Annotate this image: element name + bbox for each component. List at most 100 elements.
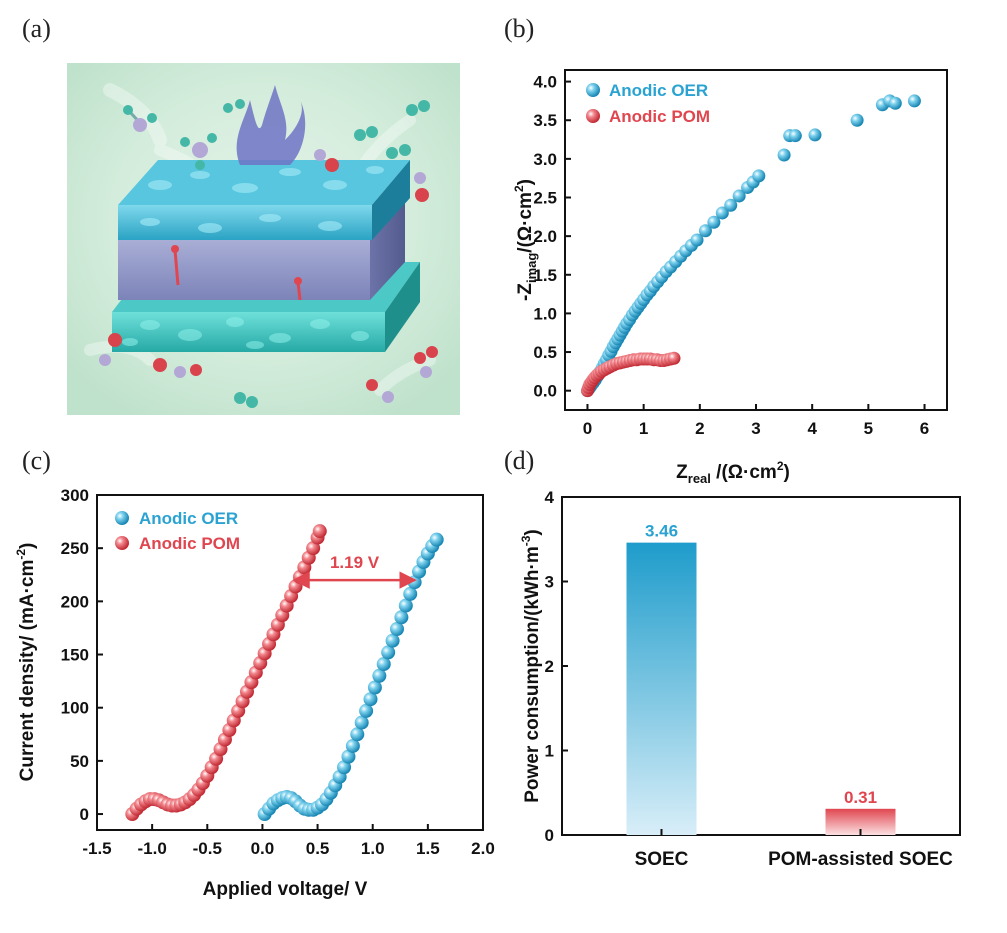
data-point-anodic-oer xyxy=(850,113,864,127)
data-point-anodic-oer xyxy=(715,206,729,220)
molecule xyxy=(180,133,217,170)
data-point-anodic-oer xyxy=(788,129,802,143)
chart-c-ticks: 0 50 100 150 200 250 300 -1.5 -1.0 -0.5 0.0 0.5 1.0 1… xyxy=(61,486,495,858)
data-point-anodic-oer xyxy=(732,189,746,203)
molecule xyxy=(354,126,378,141)
data-point-anodic-oer xyxy=(394,610,409,625)
data-point-anodic-oer xyxy=(907,94,921,108)
y-tick-label: 250 xyxy=(61,539,89,558)
molecule xyxy=(366,379,394,403)
legend-label-pom: Anodic POM xyxy=(609,107,710,126)
x-tick-label: 3 xyxy=(751,419,760,438)
data-point-anodic-pom xyxy=(667,351,681,365)
x-tick-label: 2 xyxy=(695,419,704,438)
x-tick-label: 1.5 xyxy=(416,839,440,858)
molecule xyxy=(153,358,202,378)
chart-b-ylabel: -Zimag/(Ω·cm2) xyxy=(512,179,539,301)
molecule xyxy=(414,172,429,202)
y-tick-label: 300 xyxy=(61,486,89,505)
y-tick-label: 3.5 xyxy=(533,111,557,130)
x-tick-label: -1.0 xyxy=(137,839,166,858)
data-point-anodic-oer xyxy=(690,233,704,247)
data-point-anodic-oer xyxy=(363,692,378,707)
x-tick-label: 0 xyxy=(583,419,592,438)
data-point-anodic-oer xyxy=(724,198,738,212)
molecule xyxy=(406,100,430,116)
bottom-layer-texture xyxy=(122,317,369,349)
chart-b-xlabel: Zreal /(Ω·cm2) xyxy=(676,459,790,486)
data-point-anodic-oer xyxy=(808,128,822,142)
data-point-anodic-oer xyxy=(752,169,766,183)
chart-c-ylabel: Current density/ (mA·cm-2) xyxy=(14,543,38,782)
y-tick-label: 3 xyxy=(545,573,554,592)
data-point-anodic-oer xyxy=(359,703,374,718)
x-tick-label: 2.0 xyxy=(471,839,495,858)
data-point-anodic-oer xyxy=(707,215,721,229)
chart-b-points xyxy=(580,94,921,398)
x-tick-label: 0.5 xyxy=(306,839,330,858)
data-point-anodic-oer xyxy=(403,586,418,601)
category-label: SOEC xyxy=(635,849,689,870)
y-tick-label: 2.5 xyxy=(533,189,557,208)
panel-a-label: (a) xyxy=(22,14,51,43)
data-point-anodic-pom xyxy=(312,524,327,539)
chart-d-ylabel: Power consumption/(kWh·m-3) xyxy=(519,529,543,803)
legend-label-pom: Anodic POM xyxy=(139,534,240,553)
x-tick-label: 6 xyxy=(920,419,929,438)
y-tick-label: 150 xyxy=(61,646,89,665)
top-layer-texture xyxy=(140,166,384,233)
molecule xyxy=(414,346,438,378)
legend-marker-pom xyxy=(115,536,129,550)
y-tick-label: 0.0 xyxy=(533,382,557,401)
molecules xyxy=(99,99,438,408)
molecule xyxy=(386,144,411,159)
legend-label-oer: Anodic OER xyxy=(139,509,238,528)
y-tick-label: 1.5 xyxy=(533,266,557,285)
data-point-anodic-oer xyxy=(354,715,369,730)
y-tick-label: 3.0 xyxy=(533,150,557,169)
panel-d-label: (d) xyxy=(504,446,535,475)
category-label: POM-assisted SOEC xyxy=(768,849,953,870)
y-tick-label: 2 xyxy=(545,657,554,676)
chart-c: 0 50 100 150 200 250 300 -1.5 -1.0 -0.5 0.0 0.5 1.0 1… xyxy=(14,486,495,900)
data-point-anodic-oer xyxy=(376,657,391,672)
data-point-anodic-oer xyxy=(389,622,404,636)
chart-b-ticks: 0.0 0.5 1.0 1.5 2.0 2.5 3.0 3.5 4.0 0 1 2 3 4 5 6 xyxy=(533,73,929,438)
y-tick-label: 1.0 xyxy=(533,304,557,323)
data-point-anodic-oer xyxy=(381,645,396,660)
y-tick-label: 4.0 xyxy=(533,73,557,92)
data-point-anodic-oer xyxy=(367,680,382,695)
data-point-anodic-oer xyxy=(345,738,360,753)
panel-a-illustration xyxy=(67,63,460,415)
data-point-anodic-oer xyxy=(429,532,444,547)
data-point-anodic-oer xyxy=(337,760,352,775)
molecule xyxy=(314,149,339,172)
voltage-gap-label: 1.19 V xyxy=(330,553,380,572)
bar-soec xyxy=(626,542,697,835)
molecule xyxy=(223,99,245,113)
y-tick-label: 2.0 xyxy=(533,227,557,246)
data-point-anodic-oer xyxy=(698,224,712,238)
chart-d-bars: 3.46 SOEC 0.31 POM-assisted SOEC xyxy=(626,522,953,870)
y-tick-label: 1 xyxy=(545,742,554,761)
bar-value-label: 0.31 xyxy=(844,788,877,807)
x-tick-label: -1.5 xyxy=(82,839,111,858)
legend-label-oer: Anodic OER xyxy=(609,81,708,100)
data-point-anodic-oer xyxy=(385,633,400,648)
catalyst-plume xyxy=(236,85,306,165)
x-tick-label: 1.0 xyxy=(361,839,385,858)
chart-b-legend: Anodic OER Anodic POM xyxy=(586,81,710,126)
chart-c-points xyxy=(125,524,444,822)
legend-marker-pom xyxy=(586,109,600,123)
panel-c-label: (c) xyxy=(22,446,51,475)
data-point-anodic-oer xyxy=(398,598,413,613)
data-point-anodic-oer xyxy=(341,749,356,764)
chart-c-frame xyxy=(96,494,484,831)
x-tick-label: 4 xyxy=(807,419,817,438)
bar-value-label: 3.46 xyxy=(645,522,678,541)
chart-d-frame xyxy=(561,496,961,836)
y-tick-label: 0 xyxy=(545,826,554,845)
y-tick-label: 50 xyxy=(70,752,89,771)
panel-b-label: (b) xyxy=(504,14,535,43)
